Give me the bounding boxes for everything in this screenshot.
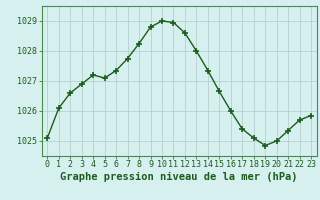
X-axis label: Graphe pression niveau de la mer (hPa): Graphe pression niveau de la mer (hPa)	[60, 172, 298, 182]
